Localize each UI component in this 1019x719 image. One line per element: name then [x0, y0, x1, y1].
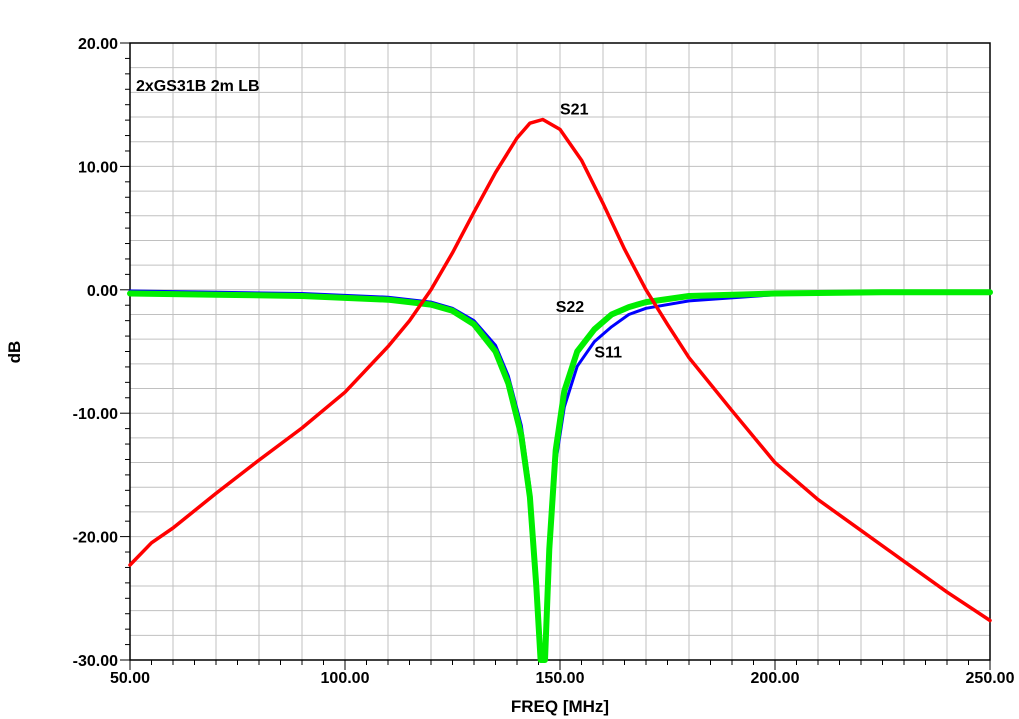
x-tick-label: 200.00 — [751, 670, 800, 687]
annotation-s21: S21 — [560, 102, 589, 119]
y-tick-label: -20.00 — [73, 530, 118, 547]
x-tick-label: 150.00 — [536, 670, 585, 687]
series-line-s22 — [127, 289, 993, 663]
axis-ticks — [120, 42, 991, 670]
annotations: S21 S22 S11 — [556, 102, 622, 362]
series-lines — [127, 117, 993, 663]
series-line-s21 — [128, 117, 992, 623]
y-axis-label: dB — [5, 341, 24, 364]
y-tick-label: -10.00 — [73, 406, 118, 423]
tick-labels: -30.00 -20.00 -10.00 0.00 10.00 20.00 50.00 100… — [73, 36, 1015, 687]
y-tick-label: 0.00 — [87, 283, 118, 300]
y-tick-label: 20.00 — [78, 36, 118, 53]
x-axis-label: FREQ [MHz] — [511, 697, 609, 716]
grid — [130, 43, 990, 660]
annotation-s11: S11 — [594, 345, 622, 362]
annotation-s22: S22 — [556, 299, 585, 316]
x-tick-label: 50.00 — [110, 670, 150, 687]
x-tick-label: 250.00 — [966, 670, 1015, 687]
x-tick-label: 100.00 — [321, 670, 370, 687]
y-tick-label: 10.00 — [78, 159, 118, 176]
y-tick-label: -30.00 — [73, 653, 118, 670]
chart-title: 2xGS31B 2m LB — [136, 78, 260, 95]
